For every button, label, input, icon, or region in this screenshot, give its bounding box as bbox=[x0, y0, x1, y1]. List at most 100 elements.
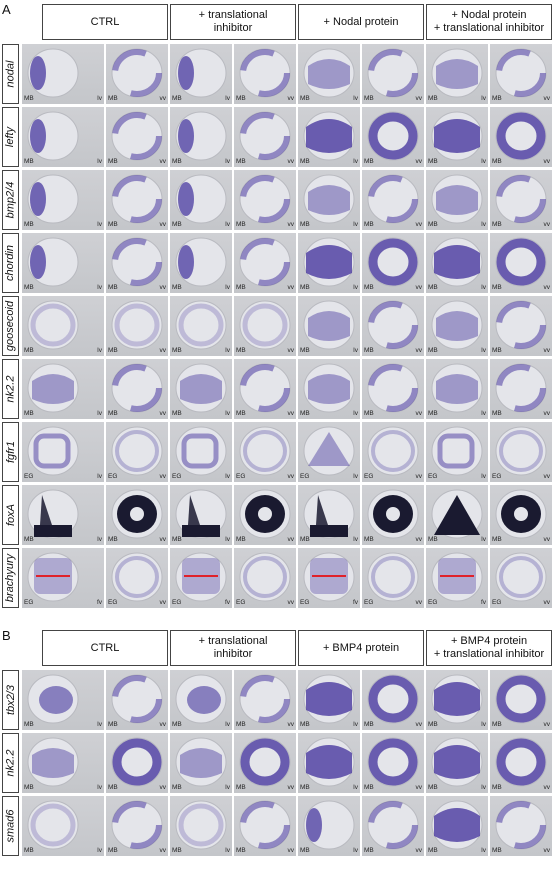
gene-name: brachyury bbox=[4, 553, 17, 603]
gene-label: lefty bbox=[2, 107, 19, 167]
view-label-left: MB bbox=[24, 784, 34, 791]
view-label-right: lv bbox=[97, 158, 102, 165]
embryo-cell: MB lv bbox=[170, 170, 232, 230]
view-label-left: MB bbox=[24, 410, 34, 417]
view-label-left: MB bbox=[300, 536, 310, 543]
embryo-image bbox=[431, 737, 483, 787]
view-label-left: EG bbox=[428, 599, 438, 606]
view-label-left: MB bbox=[492, 721, 502, 728]
gene-label: brachyury bbox=[2, 548, 19, 608]
view-label-right: vv bbox=[287, 221, 295, 228]
condition-label-line: + translational inhibitor bbox=[433, 648, 545, 660]
embryo-cell: MB vv bbox=[234, 170, 296, 230]
embryo-image bbox=[495, 111, 547, 161]
embryo-cell: MB lv bbox=[426, 296, 488, 356]
view-label-right: vv bbox=[543, 410, 551, 417]
embryo-image bbox=[367, 489, 419, 539]
gene-label: nk2.2 bbox=[2, 359, 19, 419]
view-label-left: MB bbox=[108, 784, 118, 791]
embryo-image bbox=[431, 800, 483, 850]
embryo-image bbox=[303, 300, 355, 350]
view-label-left: MB bbox=[108, 158, 118, 165]
view-label-right: vv bbox=[159, 847, 167, 854]
gene-name: bmp2/4 bbox=[4, 181, 17, 219]
embryo-image bbox=[495, 674, 547, 724]
view-label-left: MB bbox=[300, 95, 310, 102]
embryo-image bbox=[495, 489, 547, 539]
condition-label-line: inhibitor bbox=[213, 22, 253, 34]
embryo-cell: MB vv bbox=[362, 296, 424, 356]
view-label-right: lv bbox=[225, 158, 230, 165]
view-label-right: lv bbox=[225, 536, 230, 543]
embryo-image bbox=[27, 426, 79, 476]
view-label-right: lv bbox=[481, 158, 486, 165]
view-label-left: MB bbox=[428, 284, 438, 291]
embryo-cell: MB vv bbox=[362, 485, 424, 545]
view-label-left: MB bbox=[172, 721, 182, 728]
view-label-left: MB bbox=[108, 95, 118, 102]
embryo-cell: MB lv bbox=[298, 44, 360, 104]
embryo-cell: MB lv bbox=[22, 44, 104, 104]
view-label-left: MB bbox=[172, 784, 182, 791]
embryo-image bbox=[111, 489, 163, 539]
view-label-left: MB bbox=[24, 221, 34, 228]
embryo-cell: EG fv bbox=[298, 548, 360, 608]
view-label-right: vv bbox=[159, 95, 167, 102]
gene-name: lefty bbox=[4, 126, 17, 148]
view-label-right: lv bbox=[353, 347, 358, 354]
embryo-image bbox=[27, 363, 79, 413]
gene-label: tbx2/3 bbox=[2, 670, 19, 730]
embryo-cell: MB vv bbox=[362, 170, 424, 230]
embryo-image bbox=[431, 237, 483, 287]
embryo-cell: MB vv bbox=[234, 359, 296, 419]
embryo-image bbox=[495, 300, 547, 350]
view-label-left: MB bbox=[428, 410, 438, 417]
view-label-left: MB bbox=[300, 784, 310, 791]
gene-name: fgfr1 bbox=[4, 440, 17, 464]
embryo-image bbox=[175, 737, 227, 787]
embryo-image bbox=[27, 737, 79, 787]
embryo-image bbox=[495, 363, 547, 413]
embryo-cell: MB vv bbox=[490, 233, 552, 293]
view-label-right: lv bbox=[97, 536, 102, 543]
view-label-left: MB bbox=[24, 284, 34, 291]
condition-header: + translational inhibitor bbox=[170, 630, 296, 666]
view-label-right: vv bbox=[543, 158, 551, 165]
condition-header: CTRL bbox=[42, 4, 168, 40]
view-label-right: vv bbox=[159, 221, 167, 228]
view-label-right: lv bbox=[353, 95, 358, 102]
view-label-right: lv bbox=[97, 721, 102, 728]
view-label-left: MB bbox=[300, 847, 310, 854]
view-label-right: vv bbox=[159, 347, 167, 354]
embryo-image bbox=[111, 174, 163, 224]
view-label-left: MB bbox=[24, 158, 34, 165]
embryo-cell: MB vv bbox=[106, 296, 168, 356]
view-label-right: vv bbox=[415, 347, 423, 354]
view-label-left: EG bbox=[172, 473, 182, 480]
view-label-left: MB bbox=[108, 536, 118, 543]
embryo-cell: MB lv bbox=[170, 359, 232, 419]
embryo-image bbox=[239, 737, 291, 787]
embryo-image bbox=[239, 111, 291, 161]
view-label-left: MB bbox=[172, 847, 182, 854]
embryo-image bbox=[175, 674, 227, 724]
embryo-image bbox=[239, 552, 291, 602]
view-label-left: MB bbox=[236, 158, 246, 165]
embryo-cell: EG fv bbox=[22, 548, 104, 608]
view-label-left: MB bbox=[492, 784, 502, 791]
view-label-left: EG bbox=[300, 599, 310, 606]
view-label-left: MB bbox=[428, 536, 438, 543]
view-label-left: MB bbox=[236, 721, 246, 728]
view-label-right: lv bbox=[353, 847, 358, 854]
embryo-image bbox=[111, 300, 163, 350]
embryo-cell: MB lv bbox=[298, 233, 360, 293]
embryo-image bbox=[431, 363, 483, 413]
condition-label-line: + translational inhibitor bbox=[433, 22, 545, 34]
view-label-right: vv bbox=[415, 221, 423, 228]
view-label-right: lv bbox=[481, 221, 486, 228]
view-label-right: vv bbox=[287, 784, 295, 791]
embryo-image bbox=[303, 363, 355, 413]
embryo-cell: MB lv bbox=[426, 107, 488, 167]
view-label-left: EG bbox=[236, 473, 246, 480]
embryo-image bbox=[303, 48, 355, 98]
